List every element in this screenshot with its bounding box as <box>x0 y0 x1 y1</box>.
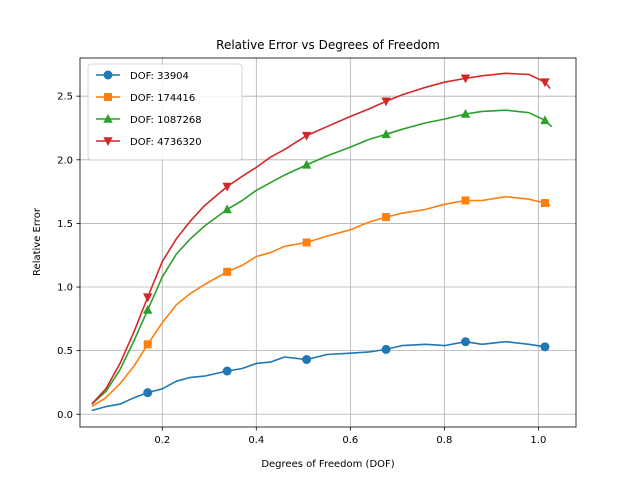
series-1-point-2 <box>302 238 311 247</box>
legend-box <box>87 63 243 161</box>
legend-marker-2 <box>103 114 113 123</box>
series-line-1 <box>91 195 551 408</box>
series-0-point-1 <box>222 366 232 376</box>
legend-marker-3 <box>103 137 113 146</box>
legend-label-0: DOF: 33904 <box>130 71 189 82</box>
legend: DOF: 33904 DOF: 174416 DOF: 1087268 DOF: 47… <box>87 63 243 161</box>
series-1-point-0 <box>143 340 152 349</box>
series-0-point-2 <box>302 355 312 365</box>
legend-label-1: DOF: 174416 <box>130 93 195 104</box>
legend-label-3: DOF: 4736320 <box>130 137 202 148</box>
legend-marker-0 <box>103 70 113 80</box>
y-tick-label-0: 0.0 <box>57 410 73 421</box>
chart-title: Relative Error vs Degrees of Freedom <box>216 38 440 52</box>
y-tick-label-5: 2.5 <box>57 92 73 103</box>
x-tick-label-4: 1.0 <box>530 435 546 446</box>
series-3-point-5 <box>540 78 550 88</box>
series-2-point-2 <box>301 159 312 169</box>
y-tick-label-4: 2.0 <box>57 155 73 166</box>
series-3-point-0 <box>143 293 153 303</box>
series-2-point-1 <box>222 204 232 214</box>
legend-marker-1 <box>104 93 112 101</box>
y-axis-title: Relative Error <box>32 207 43 276</box>
series-0-point-5 <box>540 342 550 352</box>
x-tick-label-2: 0.6 <box>342 435 358 446</box>
plot-area: 0.2 0.4 0.6 0.8 1.0 0.0 0.5 1.0 1.5 2.0 2.5 DOF: 33… <box>57 57 577 446</box>
series-2-point-0 <box>143 304 153 314</box>
series-3-point-3 <box>381 97 391 107</box>
series-line-3 <box>91 72 551 405</box>
series-1-point-3 <box>382 213 391 222</box>
series-1-point-4 <box>461 196 470 205</box>
series-1-point-1 <box>223 267 232 276</box>
series-1-point-5 <box>540 199 549 208</box>
x-axis-title: Degrees of Freedom (DOF) <box>261 459 394 470</box>
series-2-point-4 <box>460 108 471 118</box>
series-2-point-5 <box>540 115 550 125</box>
series-0-point-4 <box>461 337 471 347</box>
axes-frame <box>79 57 577 428</box>
series-line-2 <box>91 109 553 405</box>
x-tick-label-0: 0.2 <box>154 435 170 446</box>
series-0-point-0 <box>143 388 153 398</box>
y-tick-label-2: 1.0 <box>57 283 73 294</box>
legend-label-2: DOF: 1087268 <box>130 115 202 126</box>
series-0-point-3 <box>381 344 391 354</box>
y-tick-label-3: 1.5 <box>57 219 73 230</box>
series-3-point-1 <box>222 182 232 192</box>
x-tick-label-3: 0.8 <box>436 435 452 446</box>
series-3-point-4 <box>460 74 471 84</box>
series-line-0 <box>91 340 549 412</box>
y-tick-label-1: 0.5 <box>57 346 73 357</box>
series-3-point-2 <box>301 131 312 141</box>
x-tick-label-1: 0.4 <box>248 435 264 446</box>
series-2-point-3 <box>381 129 391 139</box>
